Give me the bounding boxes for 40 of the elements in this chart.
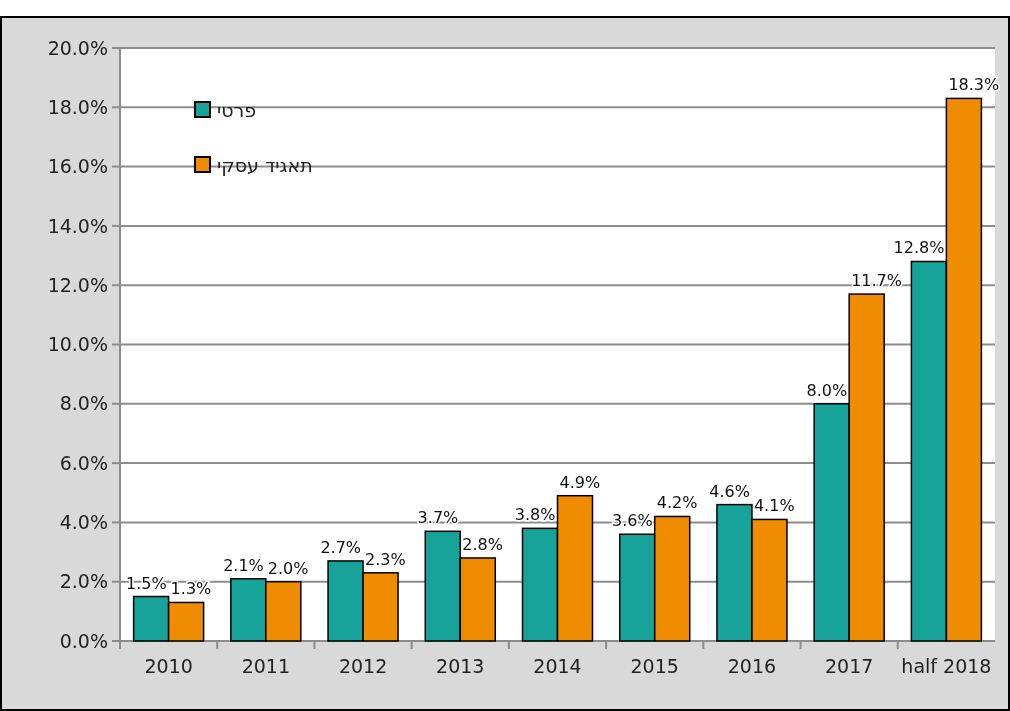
data-label: 2.7%: [320, 537, 362, 557]
data-label: 4.9%: [559, 472, 601, 492]
y-tick-label: 14.0%: [47, 214, 108, 237]
x-tick-label: 2013: [436, 655, 485, 677]
y-tick-label: 6.0%: [59, 451, 108, 474]
data-label: 3.6%: [612, 511, 653, 531]
data-label: 4.1%: [753, 496, 795, 516]
data-label: 8.0%: [806, 380, 848, 400]
data-label: 18.3%: [948, 75, 1000, 95]
data-label: 2.3%: [365, 549, 406, 569]
y-tick-label: 8.0%: [59, 392, 108, 415]
x-tick-label: 2016: [727, 655, 777, 677]
y-tick-label: 16.0%: [47, 155, 108, 178]
legend-label: תאגיד עסקי: [217, 153, 313, 176]
x-tick-label: 2012: [338, 655, 388, 677]
y-tick-label: 0.0%: [59, 629, 108, 652]
legend-label: פרטי: [217, 98, 257, 121]
y-tick-label: 18.0%: [47, 95, 108, 118]
data-label: 1.5%: [125, 573, 167, 593]
data-label: 12.8%: [893, 238, 945, 258]
data-label: 2.1%: [223, 555, 264, 575]
x-tick-label: 2011: [241, 655, 291, 677]
x-tick-label: half 2018: [901, 655, 992, 677]
x-tick-label: 2015: [630, 655, 679, 677]
data-label: 3.7%: [417, 508, 459, 528]
data-label: 4.6%: [709, 481, 750, 501]
data-label: 1.3%: [170, 579, 212, 599]
data-label: 2.0%: [267, 558, 309, 578]
y-tick-label: 4.0%: [59, 511, 108, 534]
y-tick-label: 20.0%: [47, 36, 108, 59]
data-label: 11.7%: [851, 271, 902, 291]
y-tick-label: 10.0%: [47, 333, 108, 356]
x-tick-label: 2014: [533, 655, 582, 677]
y-tick-label: 12.0%: [47, 273, 108, 296]
y-tick-label: 2.0%: [59, 570, 108, 593]
x-tick-label: 2017: [824, 655, 874, 677]
data-label: 3.8%: [514, 505, 556, 525]
data-label: 4.2%: [656, 493, 698, 513]
data-label: 2.8%: [462, 534, 503, 554]
x-tick-label: 2010: [144, 655, 193, 677]
